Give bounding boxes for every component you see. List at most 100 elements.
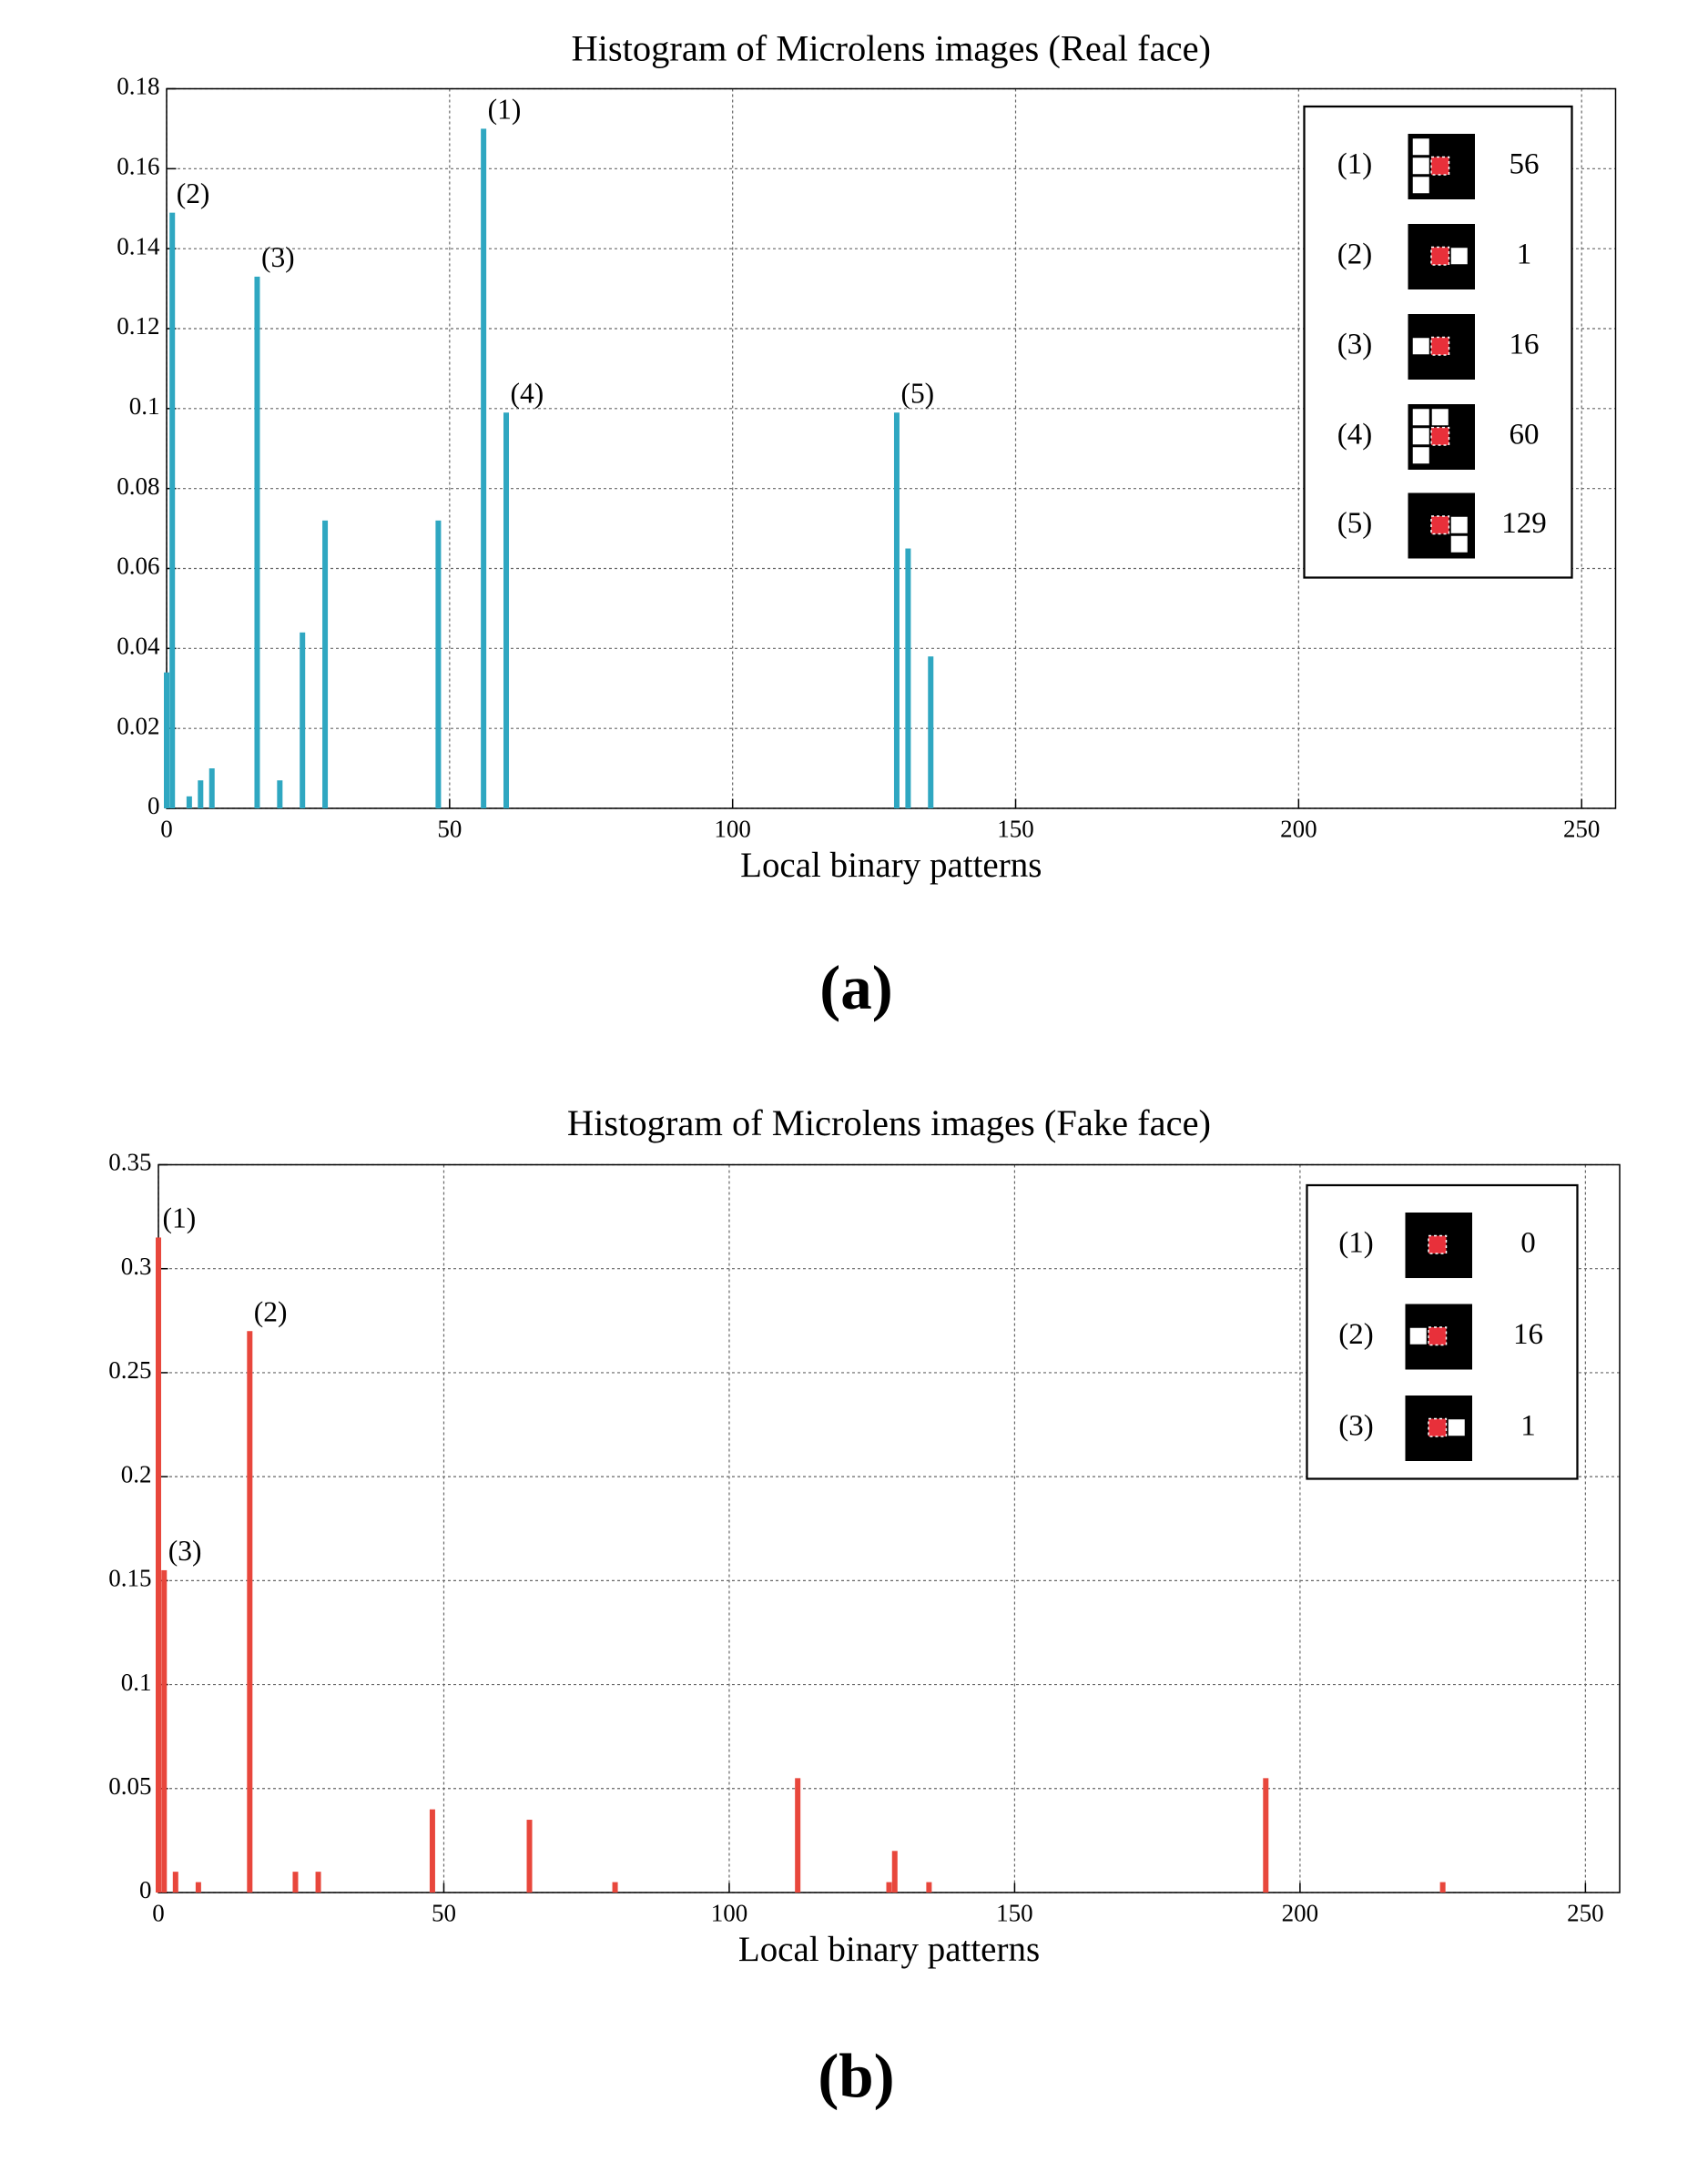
bar [300, 632, 306, 808]
bar [277, 780, 283, 808]
pattern-cell [1449, 246, 1469, 266]
bar [795, 1778, 801, 1893]
bar-annotation: (5) [900, 377, 934, 409]
y-tick-label: 0.2 [121, 1460, 152, 1487]
legend-code: 129 [1501, 507, 1546, 540]
pattern-cell [1411, 156, 1431, 176]
legend-label: (5) [1337, 507, 1372, 540]
legend-code: 60 [1510, 419, 1540, 452]
bar [172, 1872, 178, 1893]
chart-title: Histogram of Microlens images (Fake face… [567, 1102, 1211, 1143]
figure-caption: (a) [819, 953, 892, 1022]
x-tick-label: 100 [711, 1900, 747, 1927]
bar [186, 796, 192, 808]
pattern-cell [1411, 336, 1431, 356]
bar [928, 656, 934, 808]
x-tick-label: 200 [1282, 1900, 1318, 1927]
x-tick-label: 100 [714, 816, 750, 843]
legend-label: (1) [1337, 148, 1372, 181]
plot-frame [166, 87, 1617, 809]
pattern-center [1430, 246, 1450, 266]
pattern-center [1428, 1417, 1448, 1437]
bar-annotation: (3) [261, 241, 295, 273]
y-tick-label: 0.04 [117, 633, 160, 660]
bar-annotation: (4) [511, 377, 544, 409]
pattern-cell [1411, 445, 1431, 465]
y-tick-label: 0.18 [117, 73, 159, 100]
chart-title: Histogram of Microlens images (Real face… [571, 27, 1211, 68]
pattern-cell [1447, 1417, 1467, 1437]
bar [886, 1882, 892, 1893]
bar [435, 520, 442, 808]
y-tick-label: 0 [147, 792, 160, 819]
bar [481, 128, 487, 808]
legend-label: (3) [1338, 1410, 1373, 1443]
bar-annotation: (2) [254, 1295, 288, 1327]
bar [612, 1882, 618, 1893]
pattern-cell [1408, 1326, 1428, 1346]
bar [429, 1809, 435, 1893]
y-tick-label: 0 [139, 1876, 152, 1903]
legend-label: (3) [1337, 329, 1372, 361]
bar [198, 780, 204, 808]
bar [155, 1237, 161, 1893]
legend-code: 1 [1517, 239, 1532, 271]
x-tick-label: 200 [1280, 816, 1317, 843]
x-tick-label: 50 [432, 1900, 456, 1927]
bar [1263, 1778, 1269, 1893]
pattern-center [1430, 156, 1450, 176]
pattern-center [1428, 1326, 1448, 1346]
pattern-cell [1411, 137, 1431, 157]
x-axis-label: Local binary patterns [740, 846, 1042, 885]
legend-label: (2) [1337, 239, 1372, 271]
pattern-cell [1449, 534, 1469, 554]
pattern-cell [1411, 426, 1431, 446]
y-tick-label: 0.15 [108, 1565, 151, 1592]
legend-code: 1 [1520, 1410, 1536, 1443]
bar-annotation: (1) [488, 94, 522, 126]
figure-caption: (b) [818, 2041, 894, 2110]
x-tick-label: 250 [1563, 816, 1600, 843]
pattern-cell [1430, 407, 1450, 427]
bar [161, 1569, 168, 1893]
legend-code: 16 [1510, 329, 1540, 361]
y-tick-label: 0.08 [117, 472, 159, 500]
x-tick-label: 0 [160, 816, 173, 843]
legend-label: (4) [1337, 419, 1372, 452]
x-axis-label: Local binary patterns [738, 1930, 1040, 1969]
y-tick-label: 0.16 [117, 153, 159, 180]
bar [926, 1882, 932, 1893]
pattern-cell [1411, 407, 1431, 427]
bar-annotation: (1) [162, 1203, 196, 1234]
bar [292, 1872, 299, 1893]
y-tick-label: 0.06 [117, 553, 159, 580]
legend-label: (2) [1338, 1318, 1373, 1351]
y-tick-label: 0.25 [108, 1356, 151, 1384]
bar [247, 1331, 253, 1893]
y-tick-label: 0.1 [121, 1669, 152, 1696]
bar [322, 520, 329, 808]
bar-annotation: (2) [177, 178, 210, 209]
bar [526, 1820, 533, 1893]
bar [195, 1882, 201, 1893]
bar [208, 768, 215, 808]
bar [254, 276, 260, 808]
pattern-cell [1411, 175, 1431, 195]
bar [163, 672, 169, 808]
legend-code: 56 [1510, 148, 1540, 181]
legend-code: 0 [1520, 1227, 1536, 1260]
bar [503, 412, 510, 808]
y-tick-label: 0.05 [108, 1772, 151, 1800]
y-tick-label: 0.1 [129, 392, 160, 420]
bar [891, 1851, 898, 1893]
legend-code: 16 [1513, 1318, 1543, 1351]
x-tick-label: 150 [997, 816, 1033, 843]
pattern-center [1428, 1234, 1448, 1254]
y-tick-label: 0.12 [117, 312, 159, 340]
legend-label: (1) [1338, 1227, 1373, 1260]
x-tick-label: 250 [1567, 1900, 1603, 1927]
x-tick-label: 150 [996, 1900, 1032, 1927]
y-tick-label: 0.3 [121, 1253, 152, 1280]
bar [169, 212, 176, 808]
